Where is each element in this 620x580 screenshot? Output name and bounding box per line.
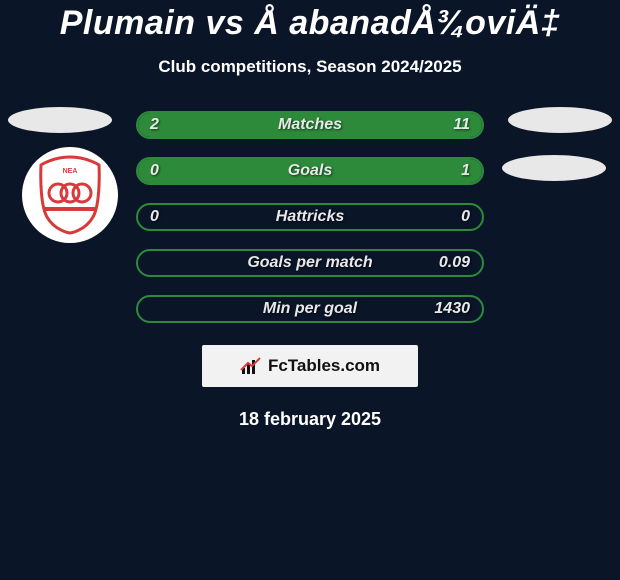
player-right-badge-bottom — [502, 155, 606, 181]
stat-value-right: 1 — [461, 162, 470, 180]
stat-row: Min per goal 1430 — [136, 295, 484, 323]
player-left-name: Plumain — [60, 4, 196, 42]
stat-value-left: 0 — [150, 208, 159, 226]
player-left-badge-top — [8, 107, 112, 133]
stat-label: Hattricks — [276, 208, 344, 226]
subtitle: Club competitions, Season 2024/2025 — [0, 57, 620, 77]
stat-row: 2 Matches 11 — [136, 111, 484, 139]
date-text: 18 february 2025 — [0, 409, 620, 430]
brand-box[interactable]: FcTables.com — [202, 345, 418, 387]
stat-label: Goals — [288, 162, 332, 180]
stat-row: 0 Hattricks 0 — [136, 203, 484, 231]
club-logo-icon: NEA — [35, 155, 105, 235]
player-right-name: Å abanadÅ¾oviÄ‡ — [254, 4, 560, 42]
stat-rows: 2 Matches 11 0 Goals 1 0 Hattricks 0 Goals per ma… — [136, 111, 484, 323]
brand-text: FcTables.com — [268, 356, 380, 376]
bar-chart-icon — [240, 356, 262, 376]
page-title: Plumain vs Å abanadÅ¾oviÄ‡ — [0, 4, 620, 43]
stat-fill-left — [138, 113, 191, 137]
stat-value-right: 0 — [461, 208, 470, 226]
player-right-badge-top — [508, 107, 612, 133]
svg-text:NEA: NEA — [63, 168, 78, 175]
stat-label: Matches — [278, 116, 342, 134]
stat-value-left: 0 — [150, 162, 159, 180]
stat-value-right: 11 — [453, 116, 470, 134]
stat-value-right: 1430 — [434, 300, 470, 318]
player-left-club-badge: NEA — [22, 147, 118, 243]
stat-row: Goals per match 0.09 — [136, 249, 484, 277]
vs-text: vs — [205, 4, 244, 42]
stat-label: Goals per match — [247, 254, 372, 272]
stats-area: NEA 2 Matches 11 0 Goals 1 0 Hattricks 0 Goals pe… — [0, 111, 620, 430]
stat-value-left: 2 — [150, 116, 159, 134]
stat-row: 0 Goals 1 — [136, 157, 484, 185]
stat-value-right: 0.09 — [439, 254, 470, 272]
stat-label: Min per goal — [263, 300, 357, 318]
infographic-container: Plumain vs Å abanadÅ¾oviÄ‡ Club competit… — [0, 0, 620, 430]
